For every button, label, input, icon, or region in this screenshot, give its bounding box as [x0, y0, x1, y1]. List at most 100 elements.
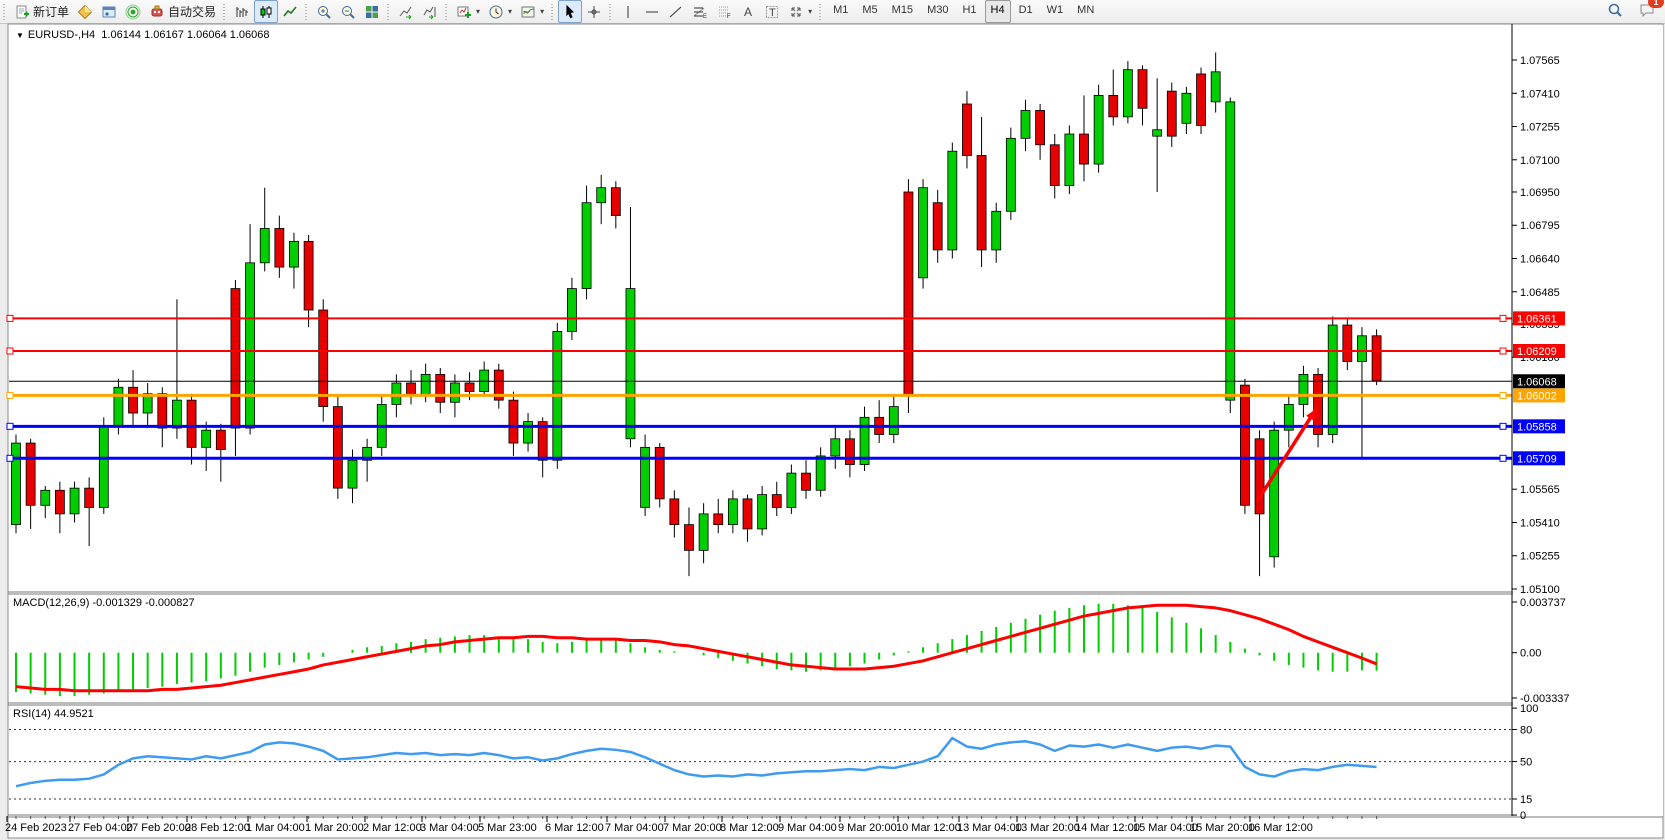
time-axis-label[interactable]: 7 Mar 04:00	[605, 822, 664, 834]
timeframe-button-h1[interactable]: H1	[962, 4, 977, 16]
new-chart-button[interactable]: ▾	[452, 0, 484, 23]
market-watch-button[interactable]	[73, 0, 97, 23]
grid-button[interactable]: F	[712, 0, 736, 23]
timeframe-button-m5[interactable]: M5	[862, 4, 878, 16]
time-axis-label[interactable]: 7 Mar 20:00	[663, 822, 722, 834]
vertical-line-button[interactable]	[616, 0, 640, 23]
line-handle[interactable]	[6, 454, 14, 462]
time-axis-label[interactable]: 13 Mar 04:00	[957, 822, 1022, 834]
line-handle[interactable]	[1499, 422, 1507, 430]
chart-shift-button[interactable]	[418, 0, 442, 23]
candle-body	[142, 393, 153, 414]
tile-windows-button[interactable]	[360, 0, 384, 23]
period-button[interactable]: ▾	[484, 0, 516, 23]
time-axis-label[interactable]: 9 Mar 04:00	[778, 822, 837, 834]
crosshair-button[interactable]	[582, 0, 606, 23]
line-handle[interactable]	[1499, 347, 1507, 355]
line-handle[interactable]	[1499, 314, 1507, 322]
timeframe-button-mn[interactable]: MN	[1077, 4, 1095, 16]
time-axis-label[interactable]: 28 Feb 12:00	[185, 822, 250, 834]
price-tick-label: 1.06485	[1520, 287, 1560, 299]
timeframe-button-d1[interactable]: D1	[1018, 4, 1033, 16]
time-axis-label[interactable]: 27 Feb 04:00	[68, 822, 133, 834]
time-axis-label[interactable]: 15 Mar 04:00	[1133, 822, 1198, 834]
candle-body	[581, 202, 592, 289]
line-handle[interactable]	[6, 391, 14, 399]
candle-body	[69, 487, 80, 515]
candle-body	[1357, 335, 1367, 362]
new-order-button[interactable]: 新订单	[10, 0, 73, 23]
line-handle[interactable]	[6, 347, 14, 355]
time-axis-label[interactable]: 3 Mar 04:00	[420, 822, 479, 834]
candle-body	[1342, 324, 1353, 362]
notifications-button[interactable]: 1	[1635, 0, 1664, 23]
line-handle[interactable]	[6, 314, 14, 322]
time-axis-label[interactable]: 9 Mar 20:00	[838, 822, 897, 834]
timeframe-button-m1[interactable]: M1	[833, 4, 849, 16]
time-axis-label[interactable]: 1 Mar 04:00	[246, 822, 305, 834]
time-axis-label[interactable]: 5 Mar 23:00	[478, 822, 537, 834]
auto-scroll-button[interactable]	[394, 0, 418, 23]
timeframe-toolbar: M1 M5 M15 M30 H1 H4 D1 W1 MN	[826, 0, 1101, 23]
candle-body	[230, 288, 241, 429]
price-flag	[1513, 419, 1565, 434]
time-axis-label[interactable]: 10 Mar 12:00	[896, 822, 961, 834]
candle-body	[596, 187, 607, 204]
time-axis-label[interactable]: 1 Mar 20:00	[305, 822, 364, 834]
candle-body	[25, 442, 36, 506]
price-tick-label: 1.06950	[1520, 187, 1560, 199]
time-axis-label[interactable]: 27 Feb 20:00	[126, 822, 191, 834]
text-label-button[interactable]: T	[760, 0, 784, 23]
text-button[interactable]: A	[736, 0, 760, 23]
bar-chart-button[interactable]	[230, 0, 254, 23]
time-axis-label[interactable]: 6 Mar 12:00	[545, 822, 604, 834]
auto-trading-button[interactable]: 自动交易	[145, 0, 220, 23]
candle-chart-button[interactable]	[254, 0, 279, 23]
candle-body	[1093, 95, 1104, 165]
candle-body	[742, 498, 753, 530]
candle-body	[684, 524, 694, 551]
time-axis-label[interactable]: 15 Mar 20:00	[1190, 822, 1255, 834]
timeframe-button-w1[interactable]: W1	[1046, 4, 1064, 16]
candle-body	[406, 382, 416, 397]
time-axis-label[interactable]: 8 Mar 12:00	[720, 822, 779, 834]
toolbar-grip	[608, 3, 614, 20]
line-handle[interactable]	[1499, 454, 1507, 462]
candle-body	[757, 494, 768, 530]
line-handle[interactable]	[1499, 391, 1507, 399]
search-button[interactable]	[1603, 0, 1627, 23]
template-button[interactable]: ▾	[516, 0, 548, 23]
candle-body	[98, 425, 109, 508]
data-window-button[interactable]	[97, 0, 121, 23]
svg-text:E: E	[703, 14, 707, 20]
time-axis-label[interactable]: 2 Mar 12:00	[363, 822, 422, 834]
trendline-button[interactable]	[664, 0, 688, 23]
trend-arrow[interactable]	[1256, 408, 1318, 501]
time-axis-label[interactable]: 16 Mar 12:00	[1248, 822, 1313, 834]
diamond-icon	[77, 4, 93, 19]
clock-icon	[489, 5, 503, 18]
strategy-navigator-button[interactable]	[121, 0, 145, 23]
fibonacci-button[interactable]: E	[688, 0, 712, 23]
new-chart-icon	[457, 6, 472, 18]
arrows-button[interactable]: ▾	[784, 0, 816, 23]
candle-body	[1108, 95, 1119, 118]
candle-body	[391, 382, 402, 405]
zoom-in-button[interactable]	[312, 0, 336, 23]
zoom-out-button[interactable]	[336, 0, 360, 23]
arrows-icon	[791, 7, 801, 16]
horizontal-line-button[interactable]	[640, 0, 664, 23]
time-axis-label[interactable]: 13 Mar 20:00	[1015, 822, 1080, 834]
candle-body	[303, 240, 314, 311]
time-axis-label[interactable]: 14 Mar 12:00	[1075, 822, 1140, 834]
timeframe-button-m15[interactable]: M15	[891, 4, 914, 16]
time-axis-label[interactable]: 24 Feb 2023	[5, 822, 67, 834]
line-handle[interactable]	[6, 422, 14, 430]
text-t-icon: T	[766, 5, 779, 19]
cursor-button[interactable]	[558, 0, 583, 23]
timeframe-button-m30[interactable]: M30	[927, 4, 949, 16]
candle-body	[1020, 110, 1031, 139]
line-chart-button[interactable]	[278, 0, 302, 23]
timeframe-button-h4[interactable]: H4	[984, 0, 1011, 23]
